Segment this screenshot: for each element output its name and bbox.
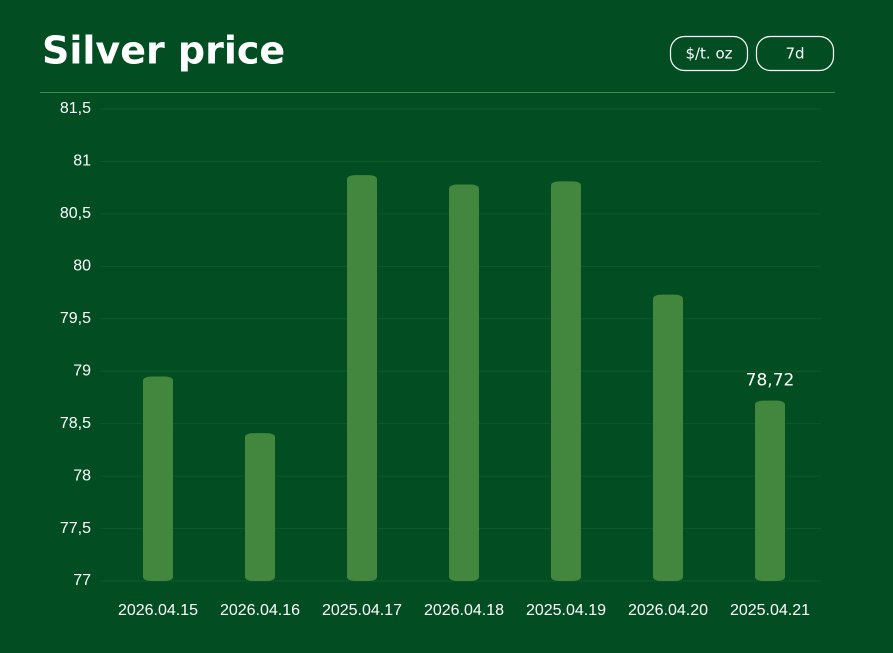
x-tick-label: 2025.04.21 [730, 602, 810, 619]
bar [143, 376, 173, 581]
x-tick-label: 2026.04.20 [628, 602, 708, 619]
y-tick-label: 81 [73, 153, 91, 170]
y-tick-label: 77 [73, 572, 91, 589]
x-tick-label: 2026.04.18 [424, 602, 504, 619]
x-tick-label: 2025.04.17 [322, 602, 402, 619]
y-tick-label: 80 [73, 258, 91, 275]
unit-button[interactable]: $/t. oz [669, 35, 749, 72]
bar [245, 433, 275, 581]
y-tick-label: 77,5 [60, 520, 91, 537]
y-tick-label: 78 [73, 467, 91, 484]
value-label: 78,72 [746, 371, 795, 391]
bar [653, 294, 683, 581]
y-tick-label: 79,5 [60, 310, 91, 327]
y-tick-label: 80,5 [60, 205, 91, 222]
bar [755, 400, 785, 581]
bar [551, 181, 581, 581]
bar [449, 184, 479, 581]
x-tick-label: 2026.04.15 [118, 602, 198, 619]
button-label[interactable]: 7d [785, 45, 804, 63]
button-label[interactable]: $/t. oz [685, 45, 732, 63]
y-tick-label: 79 [73, 362, 91, 379]
button-frame [755, 35, 835, 72]
x-tick-label: 2025.04.19 [526, 602, 606, 619]
y-tick-label: 78,5 [60, 415, 91, 432]
y-tick-label: 81,5 [60, 100, 91, 117]
x-tick-label: 2026.04.16 [220, 602, 300, 619]
period-button[interactable]: 7d [755, 35, 835, 72]
button-frame [669, 35, 749, 72]
chart-title: Silver price [42, 29, 285, 73]
bar [347, 175, 377, 581]
